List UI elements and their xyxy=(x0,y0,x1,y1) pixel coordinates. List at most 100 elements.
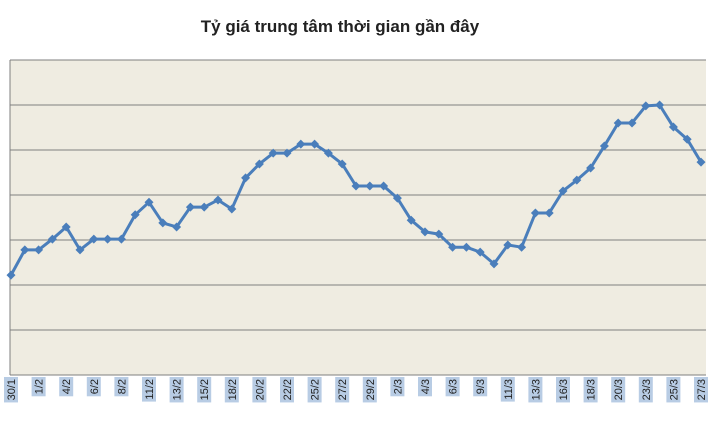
x-tick-label-bg xyxy=(528,377,543,403)
x-tick-group: 27/3 xyxy=(694,377,708,403)
x-tick-label: 18/3 xyxy=(586,379,598,400)
x-tick-group: 11/2 xyxy=(142,377,156,402)
marker xyxy=(20,245,30,255)
marker xyxy=(75,245,85,255)
marker xyxy=(185,202,195,212)
marker xyxy=(323,148,333,158)
x-tick-label: 27/2 xyxy=(337,379,349,400)
marker xyxy=(6,270,16,280)
x-tick-group: 18/3 xyxy=(583,377,598,403)
x-tick-label-bg xyxy=(390,377,405,397)
marker xyxy=(310,139,320,149)
marker xyxy=(172,222,182,232)
x-tick-label: 22/2 xyxy=(282,379,294,400)
x-tick-group: 6/2 xyxy=(86,377,101,397)
x-tick-group: 25/2 xyxy=(307,377,322,403)
marker xyxy=(103,234,113,244)
marker xyxy=(406,215,416,225)
x-tick-label: 16/3 xyxy=(558,379,570,400)
marker xyxy=(475,247,485,257)
marker xyxy=(668,122,678,132)
x-tick-label: 2/3 xyxy=(392,379,404,394)
marker xyxy=(420,227,430,237)
x-tick-label-bg xyxy=(445,377,460,397)
x-tick-label: 11/2 xyxy=(144,379,156,400)
marker xyxy=(365,181,375,191)
x-tick-label-bg xyxy=(197,377,212,403)
x-tick-label-bg xyxy=(473,377,488,397)
chart-title: Tỷ giá trung tâm thời gian gần đây xyxy=(201,17,480,36)
marker xyxy=(613,118,623,128)
x-tick-label-bg xyxy=(418,377,432,397)
marker xyxy=(47,234,57,244)
x-tick-label: 18/2 xyxy=(227,379,239,400)
x-tick-group: 20/3 xyxy=(611,377,626,403)
marker xyxy=(489,259,499,269)
marker xyxy=(503,240,513,250)
x-tick-label-bg xyxy=(611,377,626,403)
marker xyxy=(241,173,251,183)
marker xyxy=(130,210,140,220)
marker xyxy=(448,242,458,252)
x-tick-label-bg xyxy=(31,377,46,397)
x-tick-label-bg xyxy=(114,377,129,397)
x-tick-label: 13/2 xyxy=(172,379,184,400)
x-tick-label: 25/2 xyxy=(310,379,322,400)
marker xyxy=(572,175,582,185)
marker xyxy=(461,242,471,252)
x-tick-group: 6/3 xyxy=(445,377,460,397)
marker xyxy=(351,181,361,191)
plot-area xyxy=(10,60,706,375)
x-tick-label-bg xyxy=(252,377,267,403)
x-tick-label: 30/1 xyxy=(6,379,18,400)
x-tick-group: 23/3 xyxy=(638,377,653,403)
x-tick-label: 29/2 xyxy=(365,379,377,400)
x-tick-label-bg xyxy=(280,377,294,403)
x-tick-label-bg xyxy=(59,377,74,397)
marker xyxy=(199,202,209,212)
x-tick-label: 15/2 xyxy=(199,379,211,400)
x-tick-group: 8/2 xyxy=(114,377,129,397)
x-tick-label: 1/2 xyxy=(34,379,46,394)
x-tick-group: 9/3 xyxy=(473,377,488,397)
marker xyxy=(254,159,264,169)
marker xyxy=(268,148,278,158)
marker xyxy=(641,101,651,111)
x-tick-label-bg xyxy=(224,377,239,403)
x-tick-label-bg xyxy=(500,377,515,402)
marker xyxy=(544,208,554,218)
x-tick-label: 8/2 xyxy=(116,379,128,394)
x-tick-group: 18/2 xyxy=(224,377,239,403)
marker xyxy=(116,234,126,244)
marker xyxy=(89,234,99,244)
x-tick-label: 27/3 xyxy=(696,379,708,400)
x-tick-group: 30/1 xyxy=(4,377,18,403)
x-tick-group: 27/2 xyxy=(335,377,350,403)
x-tick-label-bg xyxy=(556,377,570,403)
x-tick-label: 4/2 xyxy=(61,379,73,394)
x-tick-label-bg xyxy=(362,377,377,403)
x-tick-label: 6/3 xyxy=(448,379,460,394)
x-tick-group: 29/2 xyxy=(362,377,377,403)
x-tick-group: 20/2 xyxy=(252,377,267,403)
x-tick-label: 4/3 xyxy=(420,379,432,394)
x-tick-label-bg xyxy=(86,377,101,397)
x-tick-group: 13/3 xyxy=(528,377,543,403)
marker xyxy=(599,141,609,151)
x-tick-label: 23/3 xyxy=(641,379,653,400)
x-tick-group: 25/3 xyxy=(666,377,681,403)
x-tick-label: 20/2 xyxy=(254,379,266,400)
marker xyxy=(627,118,637,128)
x-tick-group: 22/2 xyxy=(280,377,294,403)
x-tick-group: 4/2 xyxy=(59,377,74,397)
x-tick-label-bg xyxy=(666,377,681,403)
marker xyxy=(392,193,402,203)
marker xyxy=(558,186,568,196)
marker xyxy=(696,157,706,167)
x-tick-group: 2/3 xyxy=(390,377,405,397)
x-tick-label-bg xyxy=(142,377,156,402)
x-tick-group: 16/3 xyxy=(556,377,570,403)
marker xyxy=(379,181,389,191)
x-tick-label: 11/3 xyxy=(503,379,515,400)
